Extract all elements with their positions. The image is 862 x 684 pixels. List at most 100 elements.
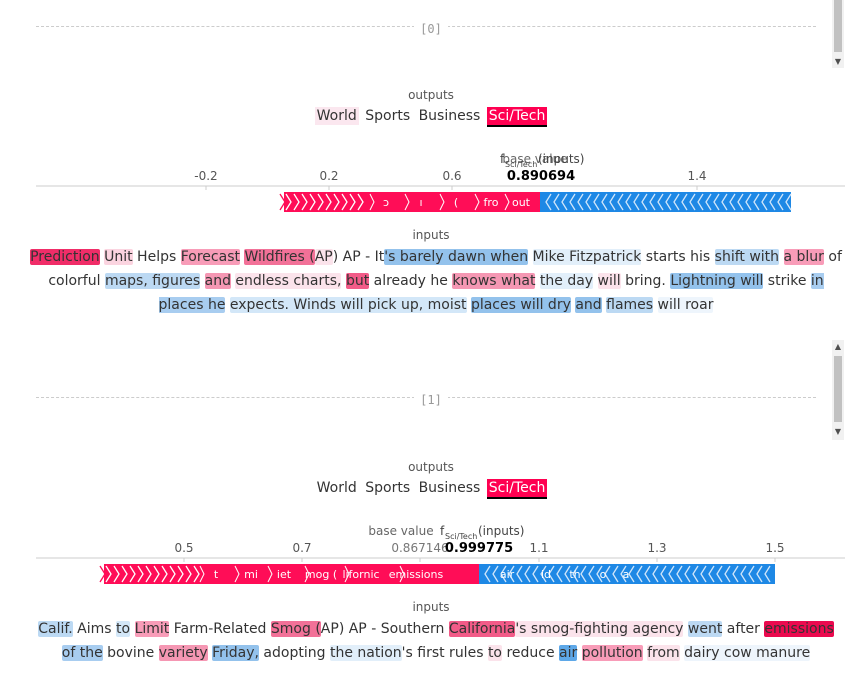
scroll-down-arrow-icon[interactable]: ▼: [834, 427, 842, 436]
input-token[interactable]: air: [559, 645, 578, 661]
input-token[interactable]: 's barely dawn when: [384, 249, 529, 265]
force-plot: 0.5 0.7 0.867146 1.1 1.3 1.5 base value f Sci/Te…: [36, 524, 845, 584]
force-feature-label: air: [500, 568, 515, 581]
output-class-business[interactable]: Business: [416, 107, 483, 125]
input-token[interactable]: dairy cow manure: [684, 645, 811, 661]
svg-text:f: f: [440, 524, 445, 538]
input-token[interactable]: shift with: [714, 249, 780, 265]
svg-text:(inputs): (inputs): [538, 152, 584, 166]
section-index-label: [1]: [414, 393, 448, 407]
outputs-class-list: World Sports Business Sci/Tech: [0, 479, 862, 499]
input-token[interactable]: the nation: [329, 645, 402, 661]
outputs-class-list: World Sports Business Sci/Tech: [0, 107, 862, 127]
model-output-label: f Sci/Tech (inputs): [440, 524, 524, 541]
input-token[interactable]: Friday,: [212, 645, 259, 661]
section-index-label: [0]: [414, 22, 448, 36]
input-token[interactable]: Limit: [134, 621, 170, 637]
input-token[interactable]: a blur: [783, 249, 824, 265]
scroll-up-arrow-icon[interactable]: ▲: [834, 342, 842, 351]
input-token[interactable]: to: [116, 621, 131, 637]
scrollbar-section0[interactable]: ▼: [832, 0, 844, 68]
section-separator: [36, 397, 816, 398]
axis-tick-label: 1.3: [647, 541, 666, 555]
input-token[interactable]: maps, figures: [104, 273, 201, 289]
inputs-label: inputs: [412, 228, 450, 242]
input-token[interactable]: but: [345, 273, 370, 289]
input-token[interactable]: AP: [314, 249, 333, 265]
input-token[interactable]: expects. Winds will pick up, moist: [229, 297, 467, 313]
input-token[interactable]: and: [575, 297, 602, 313]
input-token[interactable]: and: [204, 273, 231, 289]
force-negative-bar: [479, 564, 775, 584]
force-segment-divider: [439, 193, 445, 211]
output-class-business[interactable]: Business: [416, 479, 483, 497]
force-feature-label: ı: [419, 196, 422, 209]
output-class-sci-tech[interactable]: Sci/Tech: [486, 479, 548, 499]
axis-tick-label: 1.5: [765, 541, 784, 555]
force-feature-label: lifornic: [342, 568, 379, 581]
scroll-down-arrow-icon[interactable]: ▼: [834, 57, 842, 66]
section-separator: [36, 26, 816, 27]
force-feature-label: o: [600, 568, 607, 581]
input-token[interactable]: Forecast: [180, 249, 240, 265]
force-segment-divider: [369, 193, 375, 211]
input-token[interactable]: Unit: [104, 249, 133, 265]
input-token[interactable]: went: [687, 621, 723, 637]
force-segment-divider: [474, 193, 480, 211]
force-feature-label: iet: [277, 568, 292, 581]
input-token[interactable]: Smog (: [270, 621, 321, 637]
svg-text:Sci/Tech: Sci/Tech: [445, 532, 477, 541]
input-token[interactable]: knows what: [452, 273, 536, 289]
force-feature-label: (: [454, 196, 458, 209]
input-token[interactable]: of the: [61, 645, 103, 661]
force-feature-label: th: [569, 568, 580, 581]
prediction-value: 0.890694: [507, 169, 575, 184]
scrollbar-thumb[interactable]: [834, 356, 842, 422]
input-token[interactable]: from: [647, 645, 680, 661]
axis-tick-label: 1.1: [529, 541, 548, 555]
input-token[interactable]: the day: [539, 273, 594, 289]
input-token[interactable]: emissions: [764, 621, 834, 637]
force-segment-divider: [304, 565, 310, 583]
force-segment-divider: [267, 565, 273, 583]
force-segment-divider: [404, 193, 410, 211]
inputs-label: inputs: [412, 600, 450, 614]
input-token[interactable]: places will dry: [470, 297, 571, 313]
output-class-world[interactable]: World: [314, 107, 359, 125]
force-feature-label: emissions: [389, 568, 444, 581]
scrollbar-section1[interactable]: ▲ ▼: [832, 340, 844, 440]
axis-tick-label: 0.7: [292, 541, 311, 555]
input-token[interactable]: to: [487, 645, 502, 661]
outputs-label: outputs: [408, 88, 454, 102]
base-value-label: base value: [368, 524, 433, 538]
input-token[interactable]: 's smog-fighting agency: [515, 621, 684, 637]
input-token[interactable]: will roar: [657, 297, 714, 313]
force-segment-divider: [199, 565, 205, 583]
svg-text:f: f: [500, 152, 505, 166]
input-token[interactable]: Calif.: [38, 621, 73, 637]
outputs-label: outputs: [408, 460, 454, 474]
force-feature-label: t: [214, 568, 219, 581]
force-segment-divider: [234, 565, 240, 583]
axis-tick-label: 0.867146: [391, 541, 448, 555]
output-class-sports[interactable]: Sports: [363, 107, 413, 125]
input-token[interactable]: Lightning will: [670, 273, 764, 289]
input-token[interactable]: Wildfires (: [244, 249, 315, 265]
output-class-world[interactable]: World: [314, 479, 359, 497]
input-token[interactable]: flames: [606, 297, 654, 313]
prediction-value: 0.999775: [445, 541, 513, 556]
input-token[interactable]: Prediction: [30, 249, 100, 265]
axis-tick-label: 0.2: [319, 169, 338, 183]
force-feature-label: id: [541, 568, 551, 581]
output-class-sci-tech[interactable]: Sci/Tech: [486, 107, 548, 127]
input-token[interactable]: endless charts,: [235, 273, 342, 289]
input-token[interactable]: California: [448, 621, 516, 637]
input-token[interactable]: will: [597, 273, 621, 289]
output-class-sports[interactable]: Sports: [363, 479, 413, 497]
force-feature-label: fro: [484, 196, 499, 209]
input-token[interactable]: pollution: [581, 645, 643, 661]
input-token[interactable]: variety: [158, 645, 208, 661]
input-token[interactable]: Mike Fitzpatrick: [532, 249, 642, 265]
scrollbar-thumb[interactable]: [834, 0, 842, 52]
